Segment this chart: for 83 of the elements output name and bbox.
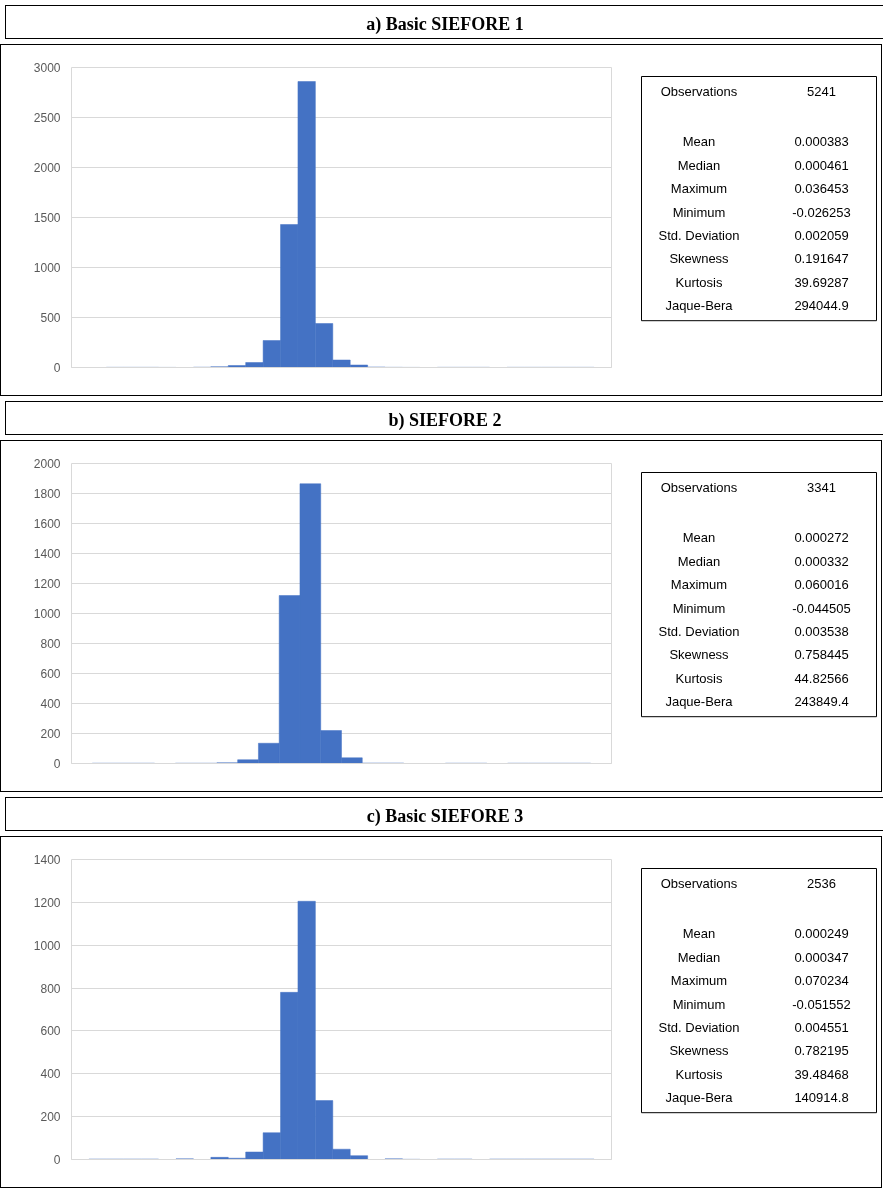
text: 294044.9 [794,298,849,314]
y-tick-label: 1200 [33,577,61,591]
text: 0.758445 [794,647,849,663]
text: 0.003538 [794,624,849,639]
text: Minimum [672,600,726,616]
y-tick-label: 1000 [33,938,61,953]
y-tick-label: 800 [40,637,61,651]
y-tick-label: 1400 [33,547,61,561]
text: 0.782195 [794,1043,849,1059]
chart-title: b) SIEFORE 2 [388,410,502,430]
text: Std. Deviation [658,1020,740,1035]
text: Skewness [669,251,730,267]
text: -0.026253 [792,204,851,220]
y-tick-label: 1200 [33,895,61,910]
y-tick-label: 600 [40,1024,61,1039]
text: 3341 [807,480,836,495]
text: Observations [660,84,738,99]
y-tick-label: 400 [40,697,61,711]
y-tick-label: 1000 [33,607,61,621]
text: 0.000272 [794,530,849,546]
text: Observations [660,480,738,495]
text: -0.051552 [792,996,851,1012]
text: 243849.4 [794,694,849,710]
text: 0.000347 [794,949,849,965]
y-tick-label: 2000 [33,161,61,175]
text: 0.000461 [794,157,849,173]
text: Skewness [669,647,730,663]
text: Std. Deviation [658,228,740,243]
text: Maximum [670,577,728,593]
text: 0.002059 [794,228,849,243]
y-tick-label: 0 [53,361,61,375]
y-tick-label: 400 [40,1067,61,1082]
text: 39.48468 [794,1066,849,1082]
y-tick-label: 0 [53,1153,61,1167]
y-tick-label: 1000 [33,261,61,275]
text: Median [677,157,721,173]
text: Kurtosis [675,274,723,290]
y-tick-label: 2000 [33,457,61,471]
text: Kurtosis [675,670,723,686]
y-tick-label: 200 [40,1110,61,1125]
chart-title: a) Basic SIEFORE 1 [366,14,524,34]
text: Minimum [672,204,726,220]
y-tick-label: 800 [40,981,61,996]
y-tick-label: 200 [40,727,61,741]
text: Median [677,949,721,965]
text: Mean [682,134,716,150]
text: Kurtosis [675,1066,723,1082]
text: Std. Deviation [658,624,740,639]
text: Observations [660,876,738,891]
text: Maximum [670,181,728,197]
y-tick-label: 1400 [33,853,61,867]
text: 5241 [807,84,836,99]
text: 2536 [807,876,836,891]
text: 44.82566 [794,670,849,686]
text: 0.036453 [794,181,849,197]
text: Minimum [672,996,726,1012]
y-tick-label: 1600 [33,517,61,531]
text: 39.69287 [794,274,849,290]
text: Jaque-Bera [665,298,734,314]
text: Maximum [670,973,728,989]
text: 140914.8 [794,1090,849,1106]
text: 0.070234 [794,973,849,989]
text: 0.000332 [794,553,849,569]
y-tick-label: 1800 [33,487,61,501]
y-tick-label: 600 [40,667,61,681]
text: 0.000249 [794,926,849,942]
y-tick-label: 500 [40,311,61,325]
text: 0.000383 [794,134,849,150]
text: Skewness [669,1043,730,1059]
text: Mean [682,926,716,942]
y-tick-label: 2500 [33,111,61,125]
text: -0.044505 [792,600,851,616]
text: Jaque-Bera [665,694,734,710]
y-tick-label: 3000 [33,61,61,75]
text: 0.060016 [794,577,849,593]
y-tick-label: 0 [53,757,61,771]
text: Mean [682,530,716,546]
text: 0.004551 [794,1020,849,1035]
y-tick-label: 1500 [33,211,61,225]
text: 0.191647 [794,251,849,267]
text: Median [677,553,721,569]
chart-title: c) Basic SIEFORE 3 [366,806,524,826]
text: Jaque-Bera [665,1090,734,1106]
